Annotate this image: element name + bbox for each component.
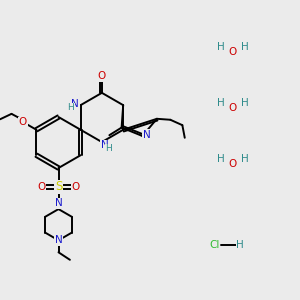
Text: S: S <box>55 180 62 193</box>
Text: O: O <box>72 182 80 192</box>
Text: H: H <box>236 239 244 250</box>
Text: N: N <box>55 198 62 208</box>
Text: H: H <box>241 41 248 52</box>
Text: H: H <box>217 41 224 52</box>
Text: H: H <box>241 98 248 108</box>
Text: H: H <box>68 103 74 112</box>
Text: N: N <box>55 235 62 245</box>
Text: H: H <box>217 98 224 108</box>
Text: O: O <box>37 182 45 192</box>
Text: H: H <box>217 154 224 164</box>
Text: Cl: Cl <box>209 239 220 250</box>
Text: O: O <box>228 46 237 57</box>
Text: H: H <box>241 154 248 164</box>
Text: O: O <box>228 103 237 113</box>
Text: O: O <box>98 71 106 81</box>
Text: N: N <box>143 130 151 140</box>
Text: O: O <box>19 117 27 127</box>
Text: N: N <box>101 140 109 150</box>
Text: N: N <box>71 99 79 109</box>
Text: H: H <box>105 144 112 153</box>
Text: O: O <box>228 159 237 169</box>
